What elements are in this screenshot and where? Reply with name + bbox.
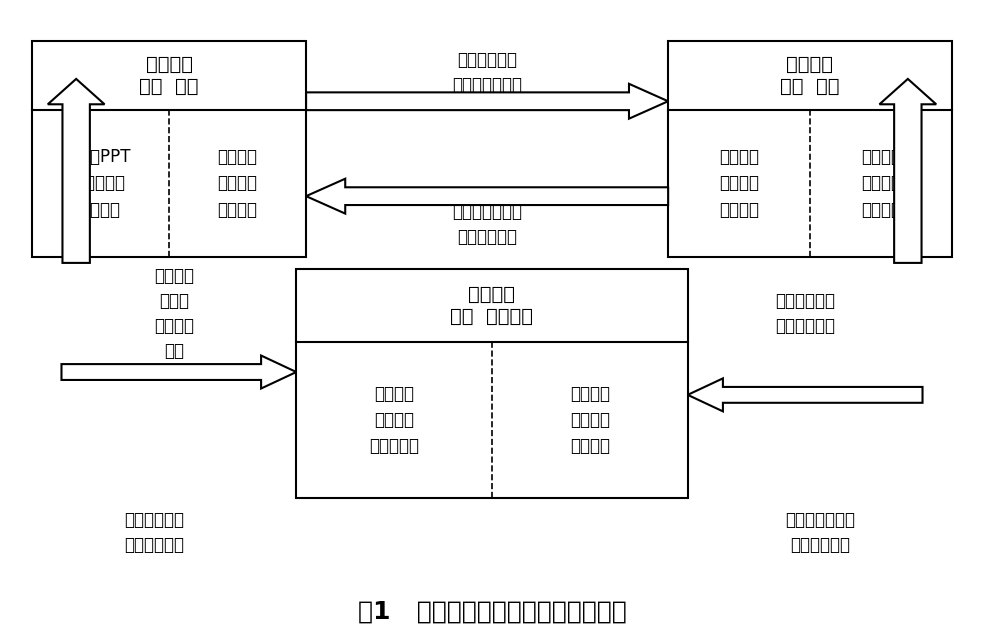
Text: 交流讨论
成果展示
测试考核: 交流讨论 成果展示 测试考核 [861, 148, 901, 219]
Text: 单元作业
单元测验
布置复习等: 单元作业 单元测验 布置复习等 [369, 385, 419, 456]
Text: 学生主体
课前  线上: 学生主体 课前 线上 [140, 55, 199, 96]
Polygon shape [880, 79, 936, 263]
Text: 据学生线
上表现
调整课后
任务: 据学生线 上表现 调整课后 任务 [154, 267, 194, 360]
Text: 据学生线下表现
调整课后任务: 据学生线下表现 调整课后任务 [785, 511, 855, 554]
Text: 获取反馈信息
调整预习任务: 获取反馈信息 调整预习任务 [124, 511, 184, 554]
Polygon shape [306, 84, 668, 118]
Text: 教师主导
课中  线下: 教师主导 课中 线下 [780, 55, 839, 96]
Text: 完成练习
小组协作
问题反馈: 完成练习 小组协作 问题反馈 [570, 385, 610, 456]
Polygon shape [688, 378, 923, 412]
Polygon shape [306, 179, 668, 214]
Text: 线上学习
线上答疑
问题反馈: 线上学习 线上答疑 问题反馈 [217, 148, 258, 219]
Text: 图1   线上线下混合教学模式设计方案: 图1 线上线下混合教学模式设计方案 [357, 600, 627, 624]
Polygon shape [48, 79, 104, 263]
Text: 获取反馈信息
改进教学模式: 获取反馈信息 改进教学模式 [775, 292, 835, 335]
Text: 获取反馈信息
做课堂教学决策: 获取反馈信息 做课堂教学决策 [452, 51, 523, 94]
Text: 学生主体
课后  线上线下: 学生主体 课后 线上线下 [451, 285, 533, 326]
Polygon shape [61, 356, 296, 388]
Text: 据线下学生表现
改进线上资源: 据线下学生表现 改进线上资源 [452, 204, 523, 246]
Bar [668, 41, 952, 257]
Bar [32, 41, 306, 257]
Text: 重点讲解
师生交流
解答问题: 重点讲解 师生交流 解答问题 [719, 148, 759, 219]
Text: 视频、PPT
等课程资源
布置预习: 视频、PPT 等课程资源 布置预习 [71, 148, 131, 219]
Bar [296, 269, 688, 498]
